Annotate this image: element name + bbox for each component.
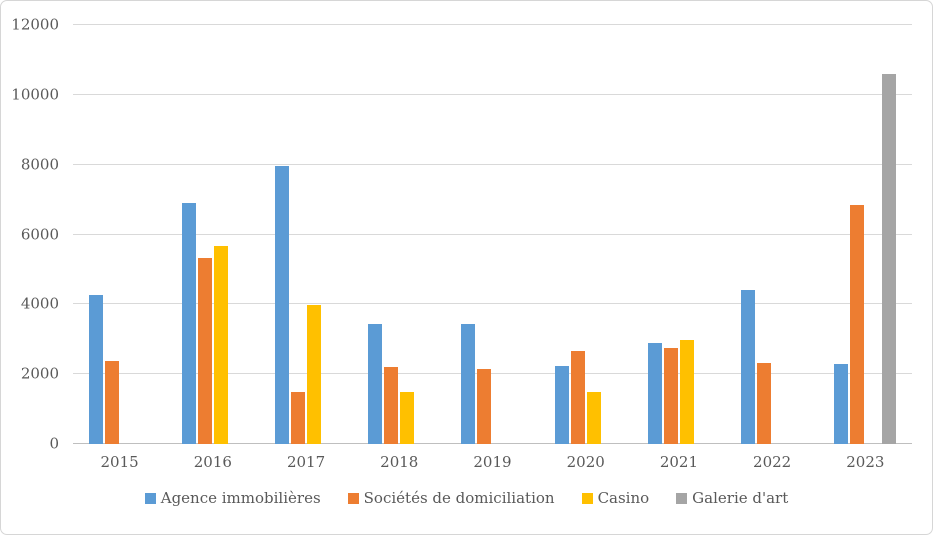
bar-societes-de-domiciliation-2019 <box>477 369 492 444</box>
plot-area <box>73 24 912 444</box>
x-tick-label-2023: 2023 <box>846 453 885 471</box>
x-tick-label-2017: 2017 <box>286 453 326 471</box>
bar-group-2017 <box>259 25 352 444</box>
bar-galerie-d-art-2023 <box>882 74 897 444</box>
bar-casino-2017 <box>307 304 322 444</box>
gridline-12000 <box>73 24 912 25</box>
x-tick-label-2022: 2022 <box>753 453 792 471</box>
bar-casino-2016 <box>213 246 228 444</box>
legend-item-galerie-d-art: Galerie d'art <box>676 489 788 507</box>
legend-swatch-icon <box>581 492 593 504</box>
legend-swatch-icon <box>144 492 156 504</box>
bar-societes-de-domiciliation-2015 <box>104 361 119 444</box>
bar-societes-de-domiciliation-2016 <box>197 257 212 444</box>
bar-societes-de-domiciliation-2018 <box>384 366 399 444</box>
bar-group-2016 <box>166 25 259 444</box>
legend-label: Casino <box>597 489 650 507</box>
y-tick-label-12000: 12000 <box>11 15 59 34</box>
bar-agence-immobilieres-2016 <box>181 203 196 444</box>
x-tick-label-2015: 2015 <box>100 453 139 471</box>
gridline-8000 <box>73 163 912 165</box>
bar-agence-immobilieres-2021 <box>647 343 662 444</box>
bar-group-2023 <box>819 25 912 444</box>
y-tick-label-8000: 8000 <box>20 155 59 174</box>
bar-group-2020 <box>539 25 632 444</box>
legend-label: Galerie d'art <box>692 489 789 507</box>
y-tick-label-2000: 2000 <box>20 364 59 383</box>
bar-societes-de-domiciliation-2020 <box>570 350 585 444</box>
gridline-4000 <box>73 303 912 305</box>
legend-item-societes-de-domiciliation: Sociétés de domiciliation <box>347 489 555 507</box>
bar-group-2019 <box>446 25 539 444</box>
y-tick-label-0: 0 <box>49 434 59 453</box>
bar-casino-2018 <box>400 392 415 444</box>
bar-societes-de-domiciliation-2022 <box>757 363 772 444</box>
bar-societes-de-domiciliation-2023 <box>850 205 865 444</box>
bar-group-2018 <box>353 25 446 444</box>
y-axis-labels: 0 2000 4000 6000 8000 10000 12000 <box>1 17 59 451</box>
x-tick-label-2020: 2020 <box>566 453 605 471</box>
legend-swatch-icon <box>347 492 359 504</box>
bar-group-2022 <box>726 25 819 444</box>
gridline-6000 <box>73 233 912 235</box>
y-tick-label-10000: 10000 <box>11 85 59 104</box>
legend-label: Sociétés de domiciliation <box>363 489 555 507</box>
x-tick-label-2021: 2021 <box>659 453 699 471</box>
gridline-10000 <box>73 93 912 95</box>
gridline-2000 <box>73 373 912 375</box>
bar-casino-2020 <box>586 391 601 444</box>
bar-group-2015 <box>73 25 166 444</box>
bar-societes-de-domiciliation-2017 <box>291 391 306 444</box>
bar-agence-immobilieres-2020 <box>554 365 569 444</box>
x-tick-label-2019: 2019 <box>473 453 512 471</box>
gridline-0 <box>73 443 912 444</box>
bar-agence-immobilieres-2019 <box>461 323 476 444</box>
legend-label: Agence immobilières <box>160 489 321 507</box>
bar-casino-2021 <box>679 339 694 444</box>
bar-agence-immobilieres-2017 <box>275 166 290 444</box>
y-tick-label-6000: 6000 <box>20 225 59 243</box>
legend-item-agence-immobilieres: Agence immobilières <box>144 489 321 507</box>
bar-agence-immobilieres-2023 <box>834 364 849 444</box>
bar-societes-de-domiciliation-2021 <box>663 347 678 444</box>
x-tick-label-2018: 2018 <box>380 453 419 471</box>
x-tick-label-2016: 2016 <box>193 453 232 471</box>
legend: Agence immobilières Sociétés de domicilia… <box>1 489 932 507</box>
bar-agence-immobilieres-2015 <box>88 295 103 444</box>
legend-swatch-icon <box>676 492 688 504</box>
x-axis-labels: 2015 2016 2017 2018 2019 2020 2021 2022 2023 <box>73 453 912 471</box>
legend-item-casino: Casino <box>581 489 650 507</box>
bar-agence-immobilieres-2022 <box>741 290 756 444</box>
bar-agence-immobilieres-2018 <box>368 323 383 444</box>
y-tick-label-4000: 4000 <box>20 294 59 313</box>
bar-group-2021 <box>632 25 725 444</box>
